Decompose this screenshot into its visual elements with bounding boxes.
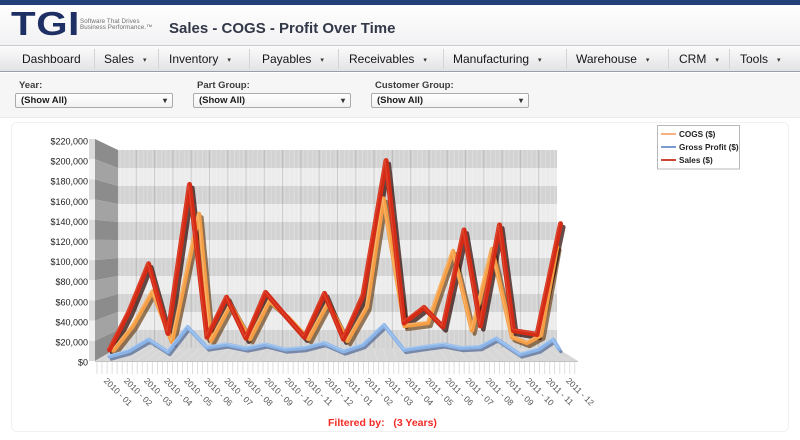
svg-text:Filtered by: (3 Years): Filtered by: (3 Years): [328, 417, 437, 429]
svg-text:$80,000: $80,000: [55, 277, 88, 287]
svg-text:$60,000: $60,000: [55, 297, 88, 307]
svg-text:$180,000: $180,000: [50, 177, 88, 187]
svg-text:$220,000: $220,000: [50, 137, 88, 147]
svg-text:Sales ($): Sales ($): [679, 156, 713, 165]
svg-text:$40,000: $40,000: [55, 317, 88, 327]
svg-text:$160,000: $160,000: [50, 197, 88, 207]
svg-text:$0: $0: [78, 358, 88, 368]
svg-text:$140,000: $140,000: [50, 217, 88, 227]
svg-text:Gross Profit ($): Gross Profit ($): [679, 143, 739, 152]
svg-text:$200,000: $200,000: [50, 157, 88, 167]
svg-text:COGS ($): COGS ($): [679, 130, 716, 139]
svg-text:$100,000: $100,000: [50, 257, 88, 267]
svg-text:$20,000: $20,000: [55, 338, 88, 348]
svg-text:$120,000: $120,000: [50, 237, 88, 247]
